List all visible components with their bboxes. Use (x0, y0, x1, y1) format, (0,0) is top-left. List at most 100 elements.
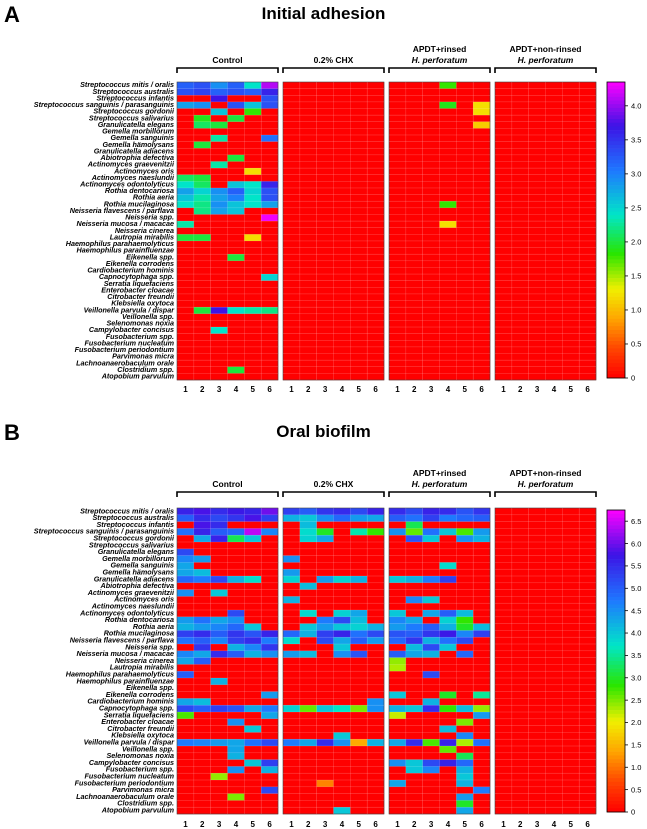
heatmap-cell (511, 759, 529, 767)
heatmap-cell (299, 603, 317, 611)
colorbar-segment (607, 611, 625, 617)
heatmap-cell (562, 610, 580, 617)
heatmap-cell (244, 562, 262, 570)
heatmap-cell (299, 644, 317, 651)
heatmap-cell (210, 650, 228, 658)
heatmap-cell (193, 780, 211, 787)
heatmap-cell (227, 307, 245, 314)
heatmap-cell (299, 650, 317, 658)
heatmap-cell (316, 293, 334, 301)
heatmap-cell (210, 596, 228, 604)
heatmap-cell (210, 807, 228, 815)
heatmap-cell (495, 360, 513, 367)
heatmap-cell (422, 307, 440, 314)
heatmap-cell (283, 353, 301, 361)
heatmap-cell (177, 214, 195, 222)
heatmap-cell (367, 340, 385, 348)
heatmap-cell (299, 108, 317, 116)
heatmap-cell (528, 732, 546, 740)
heatmap-cell (422, 194, 440, 202)
heatmap-cell (261, 346, 279, 354)
heatmap-cell (389, 535, 407, 543)
heatmap-cell (511, 333, 529, 341)
heatmap-cell (562, 214, 580, 222)
heatmap-cell (244, 313, 262, 321)
heatmap-cell (473, 657, 491, 665)
heatmap-cell (545, 542, 563, 549)
heatmap-cell (261, 603, 279, 611)
heatmap-cell (177, 95, 195, 103)
heatmap-cell (244, 181, 262, 189)
heatmap-cell (579, 320, 597, 328)
colorbar-segment (607, 337, 625, 342)
heatmap-cell (495, 610, 513, 617)
heatmap-cell (333, 793, 351, 801)
heatmap-cell (456, 671, 474, 679)
heatmap-cell (511, 548, 529, 556)
heatmap-cell (405, 280, 423, 288)
colorbar-segment (607, 115, 625, 120)
heatmap-cell (367, 623, 385, 631)
heatmap-cell (405, 535, 423, 543)
species-label: Neisseria flavescens / parflava (70, 206, 174, 215)
heatmap-cell (456, 732, 474, 740)
heatmap-cell (261, 174, 279, 182)
heatmap-cell (350, 582, 368, 590)
heatmap-cell (579, 800, 597, 808)
heatmap-cell (439, 128, 457, 136)
heatmap-cell (299, 596, 317, 604)
heatmap-cell (333, 207, 351, 215)
heatmap-cell (210, 786, 228, 794)
heatmap-cell (177, 108, 195, 116)
heatmap-cell (244, 548, 262, 556)
heatmap-cell (456, 514, 474, 522)
heatmap-cell (367, 280, 385, 288)
heatmap-cell (562, 582, 580, 590)
heatmap-cell (422, 528, 440, 536)
heatmap-cell (333, 650, 351, 658)
heatmap-cell (389, 508, 407, 515)
heatmap-cell (333, 148, 351, 156)
heatmap-cell (210, 657, 228, 665)
heatmap-cell (333, 101, 351, 109)
heatmap-cell (367, 616, 385, 624)
heatmap-cell (562, 705, 580, 713)
heatmap-cell (244, 174, 262, 182)
heatmap-cell (562, 161, 580, 169)
colorbar-segment (607, 687, 625, 692)
heatmap-cell (389, 596, 407, 604)
heatmap-cell (405, 528, 423, 536)
heatmap-cell (579, 115, 597, 122)
species-label: Streptococcus mitis / oralis (80, 80, 174, 89)
heatmap-cell (389, 678, 407, 685)
heatmap-cell (299, 227, 317, 235)
heatmap-cell (210, 623, 228, 631)
heatmap-cell (456, 657, 474, 665)
heatmap-cell (177, 650, 195, 658)
heatmap-cell (579, 644, 597, 651)
colorbar-segment (607, 230, 625, 234)
species-label: Lautropia mirabilis (110, 663, 174, 672)
heatmap-cell (283, 274, 301, 281)
heatmap-cell (244, 327, 262, 334)
colorbar-segment (607, 374, 625, 379)
heatmap-cell (562, 521, 580, 529)
heatmap-cell (283, 616, 301, 624)
heatmap-cell (511, 346, 529, 354)
heatmap-cell (299, 141, 317, 149)
heatmap-cell (545, 582, 563, 590)
heatmap-cell (316, 780, 334, 787)
heatmap-cell (495, 214, 513, 222)
heatmap-cell (261, 684, 279, 692)
heatmap-cell (177, 698, 195, 706)
colorbar-segment (607, 725, 625, 730)
heatmap-cell (193, 346, 211, 354)
heatmap-cell (579, 366, 597, 374)
heatmap-cell (299, 366, 317, 374)
heatmap-cell (528, 664, 546, 672)
heatmap-cell (261, 555, 279, 563)
heatmap-cell (210, 88, 228, 96)
heatmap-cell (528, 181, 546, 189)
heatmap-cell (439, 644, 457, 651)
heatmap-cell (389, 168, 407, 175)
